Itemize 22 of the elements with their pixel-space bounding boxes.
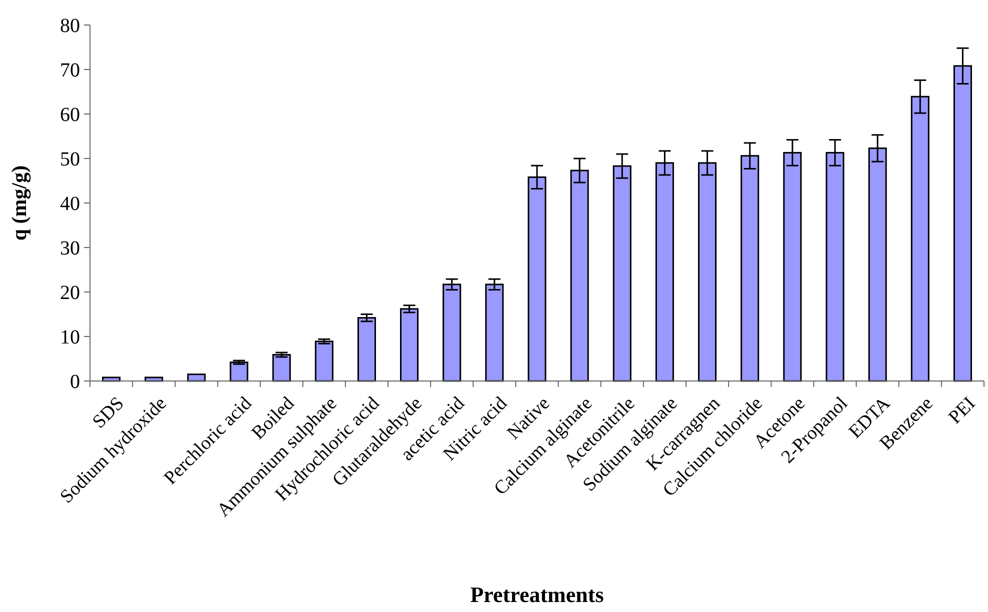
bar bbox=[400, 308, 419, 382]
bar bbox=[230, 362, 248, 382]
y-tick-label: 30 bbox=[60, 238, 80, 260]
bar bbox=[357, 317, 376, 382]
y-tick-label: 20 bbox=[60, 282, 80, 304]
bar bbox=[272, 354, 291, 382]
bar bbox=[314, 340, 334, 382]
bar bbox=[187, 374, 206, 382]
bar bbox=[442, 284, 462, 382]
y-tick-label: 60 bbox=[60, 104, 80, 126]
y-tick-label: 70 bbox=[60, 60, 80, 82]
y-tick-label: 10 bbox=[60, 326, 80, 348]
bar bbox=[485, 284, 504, 382]
bar bbox=[102, 376, 121, 382]
y-tick-label: 80 bbox=[60, 15, 80, 37]
y-tick-label: 40 bbox=[60, 193, 80, 215]
y-axis-title: q (mg/g) bbox=[7, 165, 31, 241]
y-tick-label: 50 bbox=[60, 148, 80, 170]
x-axis-title: Pretreatments bbox=[470, 582, 604, 607]
y-tick-label: 0 bbox=[70, 371, 80, 393]
x-tick-label: PEI bbox=[944, 393, 980, 428]
bar bbox=[144, 376, 164, 382]
